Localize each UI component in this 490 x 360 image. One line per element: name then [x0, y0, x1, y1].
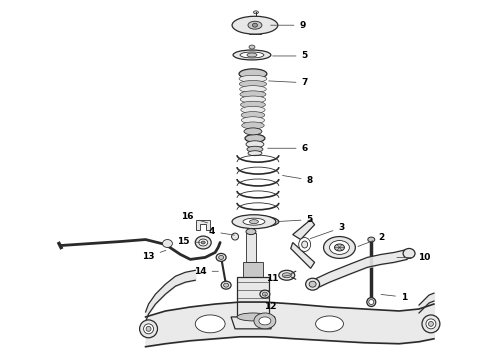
- Text: 11: 11: [266, 274, 292, 283]
- Text: 7: 7: [269, 78, 308, 87]
- Ellipse shape: [223, 283, 229, 287]
- Ellipse shape: [309, 281, 316, 287]
- Text: 14: 14: [194, 267, 219, 276]
- Ellipse shape: [335, 244, 344, 251]
- Ellipse shape: [241, 112, 265, 118]
- Text: 12: 12: [264, 294, 276, 311]
- Ellipse shape: [144, 324, 153, 334]
- Ellipse shape: [237, 313, 269, 321]
- Ellipse shape: [242, 122, 264, 129]
- Ellipse shape: [252, 23, 257, 27]
- Ellipse shape: [243, 218, 265, 225]
- Ellipse shape: [232, 233, 239, 240]
- Ellipse shape: [428, 321, 434, 327]
- Ellipse shape: [239, 81, 267, 87]
- Ellipse shape: [239, 69, 267, 79]
- Ellipse shape: [146, 327, 151, 331]
- Text: 8: 8: [283, 175, 313, 185]
- Ellipse shape: [247, 146, 263, 152]
- Ellipse shape: [237, 216, 279, 227]
- Ellipse shape: [248, 151, 262, 156]
- Text: 9: 9: [270, 21, 306, 30]
- Text: 10: 10: [397, 253, 430, 262]
- Ellipse shape: [369, 300, 374, 305]
- Ellipse shape: [232, 215, 276, 229]
- Ellipse shape: [403, 248, 415, 258]
- Ellipse shape: [216, 253, 226, 261]
- Ellipse shape: [259, 317, 271, 325]
- Ellipse shape: [163, 239, 172, 247]
- Ellipse shape: [221, 281, 231, 289]
- Ellipse shape: [248, 21, 262, 29]
- Ellipse shape: [260, 290, 270, 298]
- Ellipse shape: [196, 236, 211, 249]
- Ellipse shape: [323, 237, 355, 258]
- Ellipse shape: [246, 229, 256, 235]
- Ellipse shape: [254, 313, 276, 329]
- Ellipse shape: [246, 141, 264, 148]
- Text: 3: 3: [310, 223, 344, 239]
- Text: 6: 6: [268, 144, 308, 153]
- Ellipse shape: [241, 107, 265, 113]
- Text: 13: 13: [142, 250, 166, 261]
- Ellipse shape: [201, 241, 205, 244]
- Ellipse shape: [242, 117, 265, 124]
- Text: 4: 4: [209, 227, 234, 236]
- Ellipse shape: [196, 315, 225, 333]
- Ellipse shape: [279, 270, 294, 280]
- Text: 1: 1: [381, 293, 407, 302]
- Ellipse shape: [263, 292, 268, 296]
- Ellipse shape: [247, 53, 257, 57]
- Ellipse shape: [367, 298, 376, 306]
- Polygon shape: [291, 243, 315, 268]
- Ellipse shape: [232, 16, 278, 34]
- Ellipse shape: [282, 273, 291, 278]
- Ellipse shape: [240, 52, 264, 58]
- Ellipse shape: [368, 237, 375, 242]
- Ellipse shape: [253, 11, 258, 14]
- Text: 16: 16: [181, 212, 208, 223]
- Ellipse shape: [422, 315, 440, 333]
- Ellipse shape: [240, 91, 266, 98]
- Ellipse shape: [249, 220, 258, 224]
- Ellipse shape: [219, 255, 223, 260]
- Polygon shape: [196, 220, 210, 230]
- Text: 5: 5: [278, 215, 313, 224]
- Polygon shape: [231, 317, 275, 329]
- Ellipse shape: [244, 128, 262, 135]
- Ellipse shape: [299, 238, 311, 251]
- Text: 5: 5: [272, 51, 308, 60]
- Ellipse shape: [306, 278, 319, 290]
- Ellipse shape: [233, 50, 271, 60]
- Ellipse shape: [199, 239, 208, 246]
- Polygon shape: [246, 233, 256, 262]
- Text: 15: 15: [177, 237, 200, 246]
- Ellipse shape: [240, 96, 266, 103]
- Polygon shape: [293, 220, 315, 239]
- Ellipse shape: [316, 316, 343, 332]
- Ellipse shape: [140, 320, 157, 338]
- Ellipse shape: [241, 101, 266, 108]
- Ellipse shape: [302, 241, 308, 248]
- Text: 2: 2: [358, 233, 384, 247]
- Ellipse shape: [329, 240, 349, 255]
- Ellipse shape: [240, 86, 266, 93]
- Ellipse shape: [239, 75, 267, 82]
- Ellipse shape: [245, 134, 265, 142]
- Polygon shape: [244, 262, 263, 277]
- Ellipse shape: [249, 45, 255, 49]
- Ellipse shape: [426, 319, 436, 329]
- Polygon shape: [237, 277, 269, 317]
